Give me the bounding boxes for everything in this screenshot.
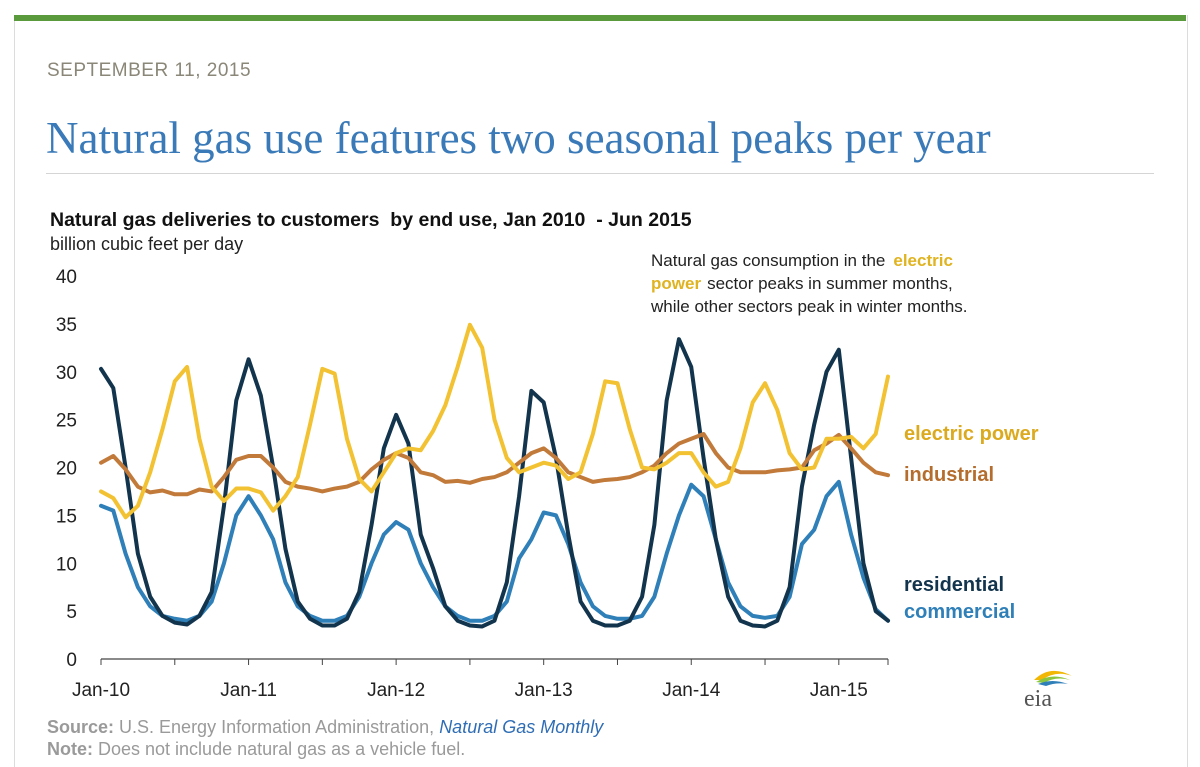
source-text: U.S. Energy Information Administration, [114,717,440,737]
x-tick-label: Jan-12 [367,680,425,701]
y-tick-label: 30 [56,363,77,384]
y-tick-label: 40 [56,267,77,288]
annotation-highlight-2: power [651,274,701,293]
x-tick-label: Jan-11 [220,680,277,701]
y-axis: 0 5 10 15 20 25 30 35 40 [56,267,77,671]
y-tick-label: 10 [56,554,77,575]
note-label: Note: [47,739,93,759]
eia-logo-text: eia [1024,686,1052,712]
annotation-highlight-1: electric [893,251,953,270]
x-tick-label: Jan-10 [72,680,130,701]
annotation-line-1: Natural gas consumption in the electric [651,251,953,270]
series-label-industrial: industrial [904,464,994,486]
chart-title: Natural gas deliveries to customers by e… [50,209,692,231]
series-label-electric-power: electric power [904,423,1039,445]
divider [46,173,1154,174]
series-line-industrial [99,431,890,497]
source-line: Source: U.S. Energy Information Administ… [47,717,603,738]
y-tick-label: 5 [66,602,77,623]
y-axis-label: billion cubic feet per day [50,234,243,254]
annotation-text-3: while other sectors peak in winter month… [650,297,968,316]
y-tick-label: 20 [56,459,77,480]
x-tick-label: Jan-13 [515,680,573,701]
x-tick-label: Jan-14 [662,680,721,701]
series-label-residential: residential [904,574,1004,596]
eia-logo-swoosh-green [1036,676,1070,683]
series-line-electric-power [99,322,890,520]
y-tick-label: 0 [66,650,77,671]
eia-logo: eia [1024,670,1072,712]
eia-logo-swoosh-blue [1038,681,1068,686]
y-tick-label: 15 [56,506,77,527]
series-line-residential [99,337,890,629]
source-publication-link[interactable]: Natural Gas Monthly [439,717,604,737]
x-axis: Jan-10 Jan-11 Jan-12 Jan-13 Jan-14 Jan-15 [72,658,889,701]
article-date: SEPTEMBER 11, 2015 [47,60,252,81]
note-text: Does not include natural gas as a vehicl… [93,739,466,759]
annotation-text-2: sector peaks in summer months, [707,274,953,293]
source-label: Source: [47,717,115,737]
eia-logo-swoosh-yellow [1034,670,1072,680]
annotation-line-2: power sector peaks in summer months, [651,274,953,293]
note-line: Note: Does not include natural gas as a … [47,739,465,760]
y-tick-label: 25 [56,411,77,432]
x-tick-label: Jan-15 [810,680,868,701]
annotation-text-1: Natural gas consumption in the [651,251,885,270]
accent-bar [14,15,1186,21]
content-frame [14,15,1188,767]
series-label-commercial: commercial [904,601,1015,623]
y-tick-label: 35 [56,315,77,336]
series-lines [99,322,890,629]
article-headline: Natural gas use features two seasonal pe… [46,113,991,163]
